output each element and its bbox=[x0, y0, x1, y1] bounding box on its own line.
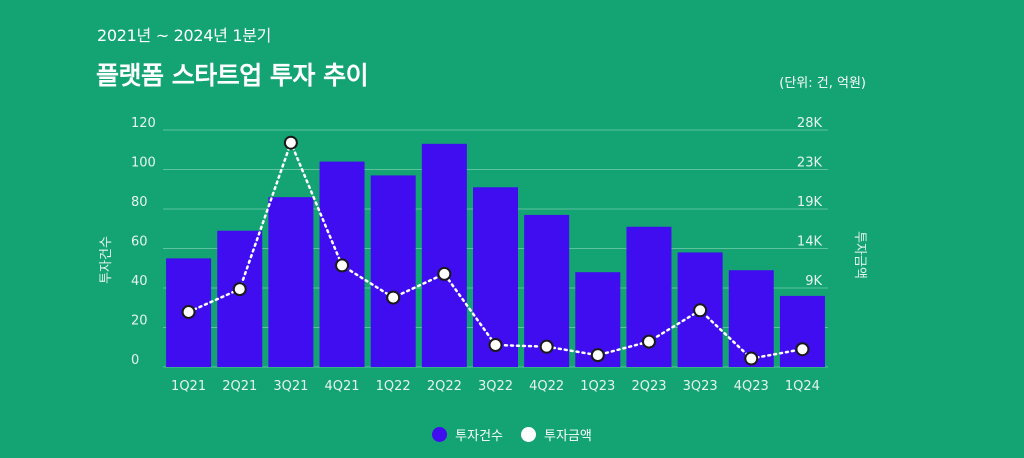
amount-point bbox=[335, 258, 350, 273]
y-tick-left: 0 bbox=[131, 353, 139, 368]
x-tick-label: 2Q22 bbox=[427, 379, 462, 394]
amount-point bbox=[539, 339, 554, 354]
amount-point bbox=[693, 303, 708, 318]
amount-point bbox=[744, 351, 759, 366]
bar bbox=[421, 143, 467, 367]
x-tick-label: 4Q22 bbox=[529, 379, 564, 394]
y-tick-left: 40 bbox=[131, 274, 148, 289]
legend-bar-swatch bbox=[432, 427, 448, 442]
y-axis-label-left: 투자건수 bbox=[99, 236, 114, 284]
y-axis-label-right: 투자금액 bbox=[852, 231, 867, 279]
amount-point bbox=[641, 334, 656, 349]
amount-point bbox=[488, 337, 503, 352]
x-tick-label: 3Q22 bbox=[478, 379, 513, 394]
chart-title: 플랫폼 스타트업 투자 추이 bbox=[96, 61, 369, 90]
y-tick-left: 120 bbox=[131, 116, 156, 131]
unit-label: (단위: 건, 억원) bbox=[779, 76, 866, 91]
bar bbox=[268, 197, 314, 367]
bar bbox=[217, 230, 263, 367]
x-tick-label: 2Q21 bbox=[222, 379, 257, 394]
x-tick-label: 3Q23 bbox=[683, 379, 718, 394]
x-tick-label: 4Q23 bbox=[734, 379, 769, 394]
y-tick-right: 23K bbox=[797, 156, 823, 171]
bar bbox=[728, 270, 774, 367]
y-tick-right: 19K bbox=[797, 195, 823, 210]
legend-line-label: 투자금액 bbox=[544, 429, 592, 444]
y-tick-right: 28K bbox=[797, 116, 823, 131]
y-tick-right: 14K bbox=[797, 235, 823, 250]
x-tick-label: 4Q21 bbox=[325, 379, 360, 394]
y-tick-right: 9K bbox=[805, 274, 822, 289]
legend: 투자건수 투자금액 bbox=[0, 425, 1024, 444]
amount-point bbox=[437, 266, 452, 281]
amount-point bbox=[283, 135, 298, 150]
bar bbox=[473, 187, 518, 367]
x-tick-label: 1Q21 bbox=[171, 379, 206, 394]
x-tick-label: 1Q22 bbox=[376, 379, 411, 394]
bar bbox=[779, 295, 825, 367]
x-tick-label: 3Q21 bbox=[273, 379, 308, 394]
amount-point bbox=[386, 290, 401, 305]
legend-bar-label: 투자건수 bbox=[455, 429, 503, 444]
y-tick-left: 80 bbox=[131, 195, 148, 210]
x-tick-label: 1Q23 bbox=[580, 379, 615, 394]
y-tick-left: 60 bbox=[131, 235, 148, 250]
y-tick-left: 20 bbox=[131, 314, 148, 329]
x-tick-label: 2Q23 bbox=[631, 379, 666, 394]
amount-point bbox=[795, 342, 810, 357]
legend-line-swatch bbox=[521, 427, 536, 442]
legend-item-line[interactable]: 투자금액 bbox=[521, 425, 592, 444]
x-tick-label: 1Q24 bbox=[785, 379, 820, 394]
y-tick-left: 100 bbox=[131, 156, 156, 171]
amount-point bbox=[590, 348, 605, 363]
chart-subtitle: 2021년 ~ 2024년 1분기 bbox=[97, 26, 272, 45]
amount-point bbox=[232, 282, 247, 297]
bar bbox=[370, 175, 416, 367]
legend-item-bar[interactable]: 투자건수 bbox=[432, 425, 503, 444]
amount-point bbox=[181, 304, 196, 319]
